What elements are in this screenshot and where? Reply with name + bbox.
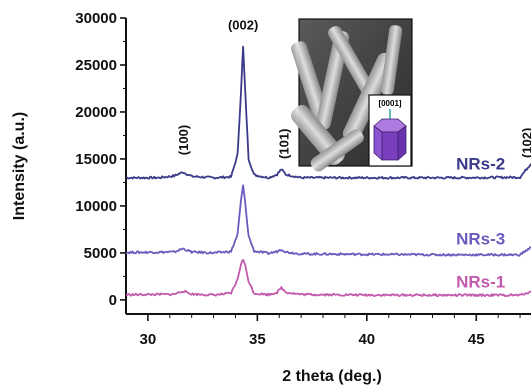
x-tick-label: 35 (249, 331, 266, 348)
hexagon-crystal-sketch: [0001] (368, 94, 412, 167)
x-tick-label: 45 (468, 331, 485, 348)
x-axis: 30 35 40 45 (140, 314, 521, 348)
x-axis-title: 2 theta (deg.) (282, 368, 382, 385)
peak-label: (101) (277, 129, 292, 159)
sem-inset-image: [0001] (291, 18, 413, 172)
y-tick-label: 20000 (75, 104, 117, 121)
series-labels: NRs-2 NRs-3 NRs-1 (456, 154, 505, 291)
series-label-nrs-2: NRs-2 (456, 154, 505, 173)
peak-label: (100) (176, 125, 191, 155)
plot-frame (125, 18, 531, 315)
y-axis-title: Intensity (a.u.) (11, 112, 28, 220)
x-tick-label: 30 (140, 331, 157, 348)
y-tick-label: 0 (109, 292, 117, 309)
series-label-nrs-1: NRs-1 (456, 273, 505, 292)
y-tick-label: 10000 (75, 198, 117, 215)
x-tick-label: 40 (358, 331, 375, 348)
y-axis: 0 5000 10000 15000 20000 25000 30000 (75, 10, 126, 309)
y-tick-label: 5000 (84, 245, 117, 262)
y-tick-label: 25000 (75, 57, 117, 74)
peak-label: (002) (228, 17, 258, 32)
series-layer (126, 45, 531, 298)
peak-annotations: (002) (100) (101) (102) (176, 17, 531, 159)
y-tick-label: 15000 (75, 151, 117, 168)
series-line-nrs-3 (126, 184, 531, 257)
series-line-nrs-1 (126, 259, 531, 298)
peak-label: (102) (520, 128, 531, 158)
series-label-nrs-3: NRs-3 (456, 229, 505, 248)
direction-label-0001: [0001] (378, 99, 401, 108)
series-line-nrs-2 (126, 45, 531, 180)
y-tick-label: 30000 (75, 10, 117, 27)
